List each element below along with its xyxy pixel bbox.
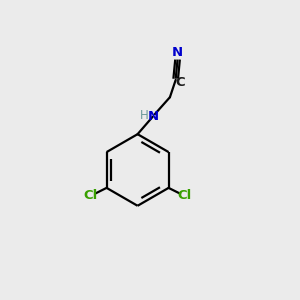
Text: H: H [140,109,148,122]
Text: N: N [148,110,159,123]
Text: Cl: Cl [84,190,98,202]
Text: N: N [172,46,183,59]
Text: Cl: Cl [177,190,191,202]
Text: C: C [175,76,185,89]
